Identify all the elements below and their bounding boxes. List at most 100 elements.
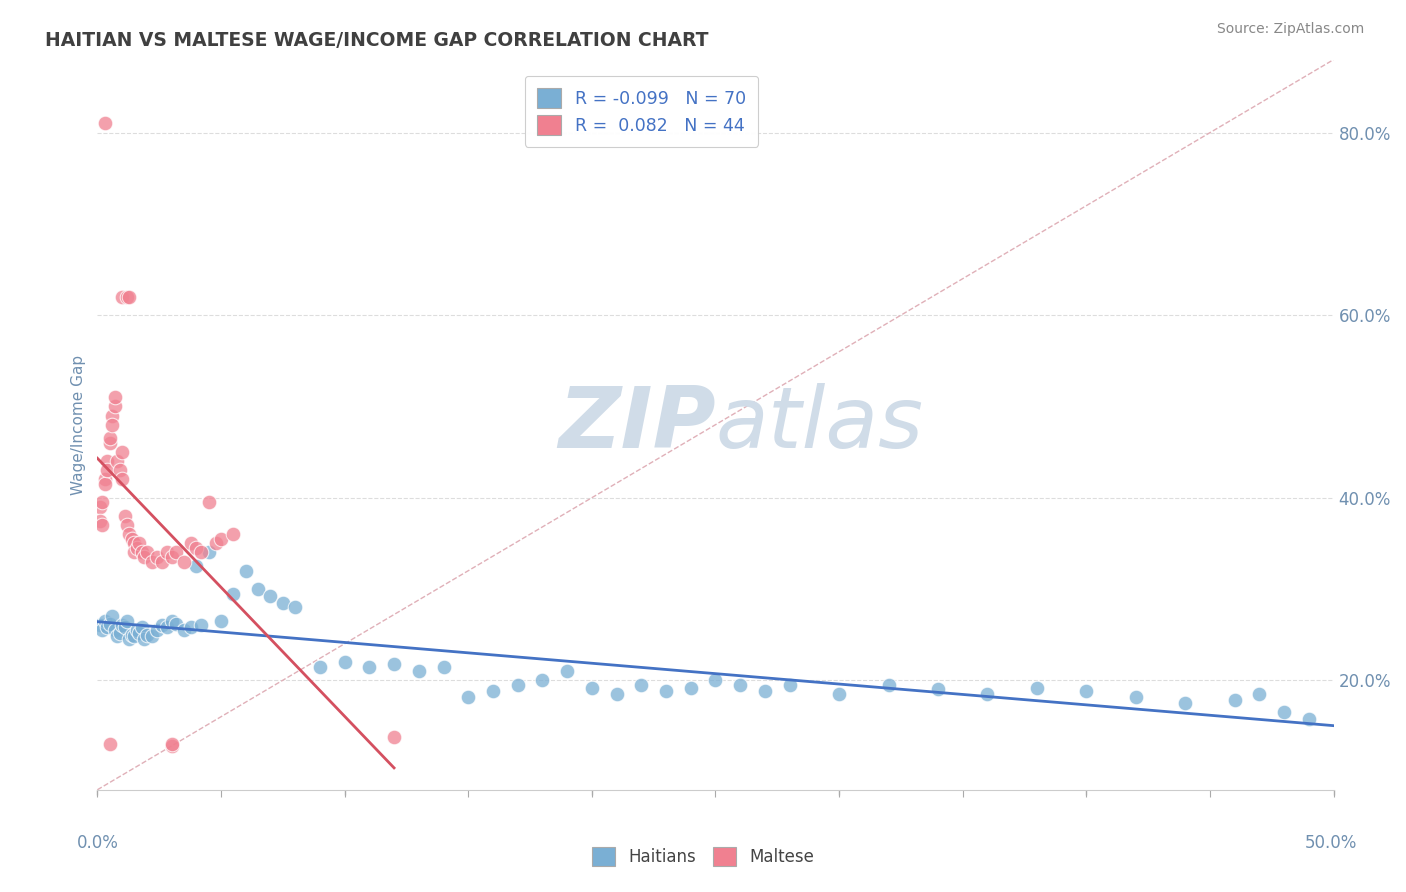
Point [205, 536, 228, 550]
Point [155, 545, 177, 559]
Point [1076, 684, 1098, 698]
Point [235, 564, 257, 578]
Point [94, 116, 117, 130]
Point [141, 555, 163, 569]
Point [128, 536, 150, 550]
Point [1125, 690, 1147, 704]
Point [89, 618, 111, 632]
Text: 0.0%: 0.0% [77, 834, 120, 852]
Point [828, 687, 851, 701]
Point [98, 616, 121, 631]
Point [98, 436, 121, 450]
Point [173, 623, 195, 637]
Point [408, 664, 430, 678]
Point [108, 625, 131, 640]
Point [141, 629, 163, 643]
Point [114, 508, 136, 523]
Legend: Haitians, Maltese: Haitians, Maltese [583, 838, 823, 875]
Point [98, 431, 121, 445]
Legend: R = -0.099   N = 70, R =  0.082   N = 44: R = -0.099 N = 70, R = 0.082 N = 44 [524, 76, 758, 147]
Point [150, 555, 173, 569]
Point [1298, 712, 1320, 726]
Point [180, 620, 202, 634]
Point [166, 545, 188, 559]
Point [115, 290, 138, 304]
Point [927, 682, 949, 697]
Point [101, 409, 124, 423]
Point [1026, 681, 1049, 695]
Point [101, 417, 124, 432]
Point [190, 545, 212, 559]
Point [125, 541, 148, 555]
Point [101, 609, 124, 624]
Point [155, 620, 177, 634]
Point [128, 625, 150, 640]
Point [105, 629, 128, 643]
Point [209, 532, 232, 546]
Point [124, 545, 146, 559]
Point [135, 545, 157, 559]
Point [222, 527, 245, 541]
Point [309, 659, 332, 673]
Point [166, 616, 188, 631]
Point [382, 657, 405, 671]
Point [104, 390, 127, 404]
Point [94, 477, 117, 491]
Point [111, 618, 134, 632]
Point [131, 620, 153, 634]
Point [118, 632, 141, 647]
Point [108, 463, 131, 477]
Point [186, 559, 208, 574]
Point [124, 536, 146, 550]
Point [630, 678, 652, 692]
Point [118, 527, 141, 541]
Point [104, 623, 127, 637]
Point [754, 684, 776, 698]
Point [160, 739, 183, 753]
Point [284, 600, 307, 615]
Text: HAITIAN VS MALTESE WAGE/INCOME GAP CORRELATION CHART: HAITIAN VS MALTESE WAGE/INCOME GAP CORRE… [45, 31, 709, 50]
Point [98, 737, 121, 751]
Point [96, 454, 118, 468]
Point [581, 681, 603, 695]
Point [91, 518, 114, 533]
Point [145, 623, 167, 637]
Point [104, 400, 127, 414]
Point [333, 655, 356, 669]
Point [118, 290, 141, 304]
Point [89, 514, 111, 528]
Point [531, 673, 554, 688]
Point [160, 614, 183, 628]
Point [150, 618, 173, 632]
Point [111, 473, 134, 487]
Point [121, 532, 143, 546]
Point [91, 623, 114, 637]
Point [186, 541, 208, 555]
Point [105, 454, 128, 468]
Point [259, 589, 281, 603]
Point [655, 684, 678, 698]
Point [555, 664, 578, 678]
Point [432, 659, 454, 673]
Point [111, 445, 134, 459]
Point [209, 614, 232, 628]
Point [131, 545, 153, 559]
Point [124, 629, 146, 643]
Point [247, 582, 270, 596]
Text: ZIP: ZIP [558, 384, 716, 467]
Point [180, 536, 202, 550]
Point [94, 614, 117, 628]
Point [457, 690, 479, 704]
Point [1223, 693, 1246, 707]
Point [173, 555, 195, 569]
Point [111, 290, 134, 304]
Point [679, 681, 702, 695]
Point [190, 618, 212, 632]
Point [96, 463, 118, 477]
Point [704, 673, 727, 688]
Point [482, 684, 505, 698]
Point [271, 596, 294, 610]
Point [135, 627, 157, 641]
Point [134, 632, 156, 647]
Point [134, 549, 156, 564]
